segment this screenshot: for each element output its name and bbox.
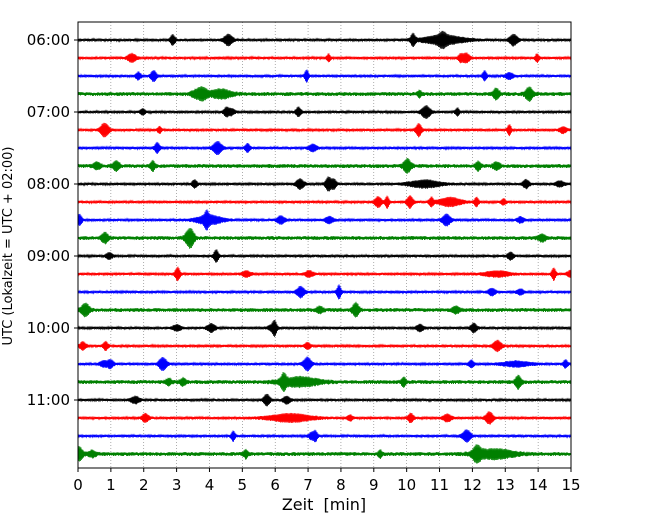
x-axis-title: Zeit [min]: [282, 495, 366, 514]
seismogram-trace: [77, 105, 572, 119]
y-axis: 06:00 07:00 08:00 09:00 10:00 11:00: [27, 31, 78, 409]
y-tick-label: 11:00: [27, 391, 70, 409]
seismogram-trace: [77, 429, 572, 443]
seismogram-trace: [77, 195, 572, 209]
x-tick-label: 0: [73, 476, 83, 494]
y-tick-label: 08:00: [27, 175, 70, 193]
x-tick-label: 7: [303, 476, 313, 494]
seismogram-trace: [77, 411, 572, 425]
x-tick-label: 5: [238, 476, 248, 494]
seismogram-trace: [77, 30, 572, 50]
y-tick-label: 07:00: [27, 103, 70, 121]
plot-frame: [77, 21, 572, 469]
y-axis-title: UTC (Lokalzeit = UTC + 02:00): [1, 147, 16, 346]
seismogram-trace: [77, 86, 572, 102]
seismogram-trace: [77, 249, 572, 263]
x-grid: [110, 22, 539, 468]
seismogram-trace: [77, 122, 572, 138]
y-tick-label: 06:00: [27, 31, 70, 49]
y-tick-label: 10:00: [27, 319, 70, 337]
x-tick-label: 6: [270, 476, 280, 494]
x-tick-label: 4: [205, 476, 215, 494]
x-tick-label: 15: [561, 476, 580, 494]
x-tick-label: 12: [463, 476, 482, 494]
seismogram-trace: [77, 356, 572, 372]
seismogram-trace: [77, 284, 572, 300]
seismogram-trace: [77, 209, 572, 231]
seismogram-trace: [77, 157, 572, 174]
x-tick-label: 13: [496, 476, 515, 494]
seismogram-trace: [77, 393, 572, 407]
x-axis: 0 1 2 3 4 5 6 7 8 9 10 11 12 13 14 15: [73, 468, 581, 494]
seismogram-trace: [77, 52, 572, 64]
seismogram-traces: [77, 30, 572, 464]
seismogram-trace: [77, 301, 572, 318]
y-tick-label: 09:00: [27, 247, 70, 265]
seismogram-trace: [77, 141, 572, 155]
x-tick-label: 9: [369, 476, 379, 494]
x-tick-label: 14: [529, 476, 548, 494]
x-tick-label: 11: [430, 476, 449, 494]
x-tick-label: 1: [106, 476, 116, 494]
x-tick-label: 8: [336, 476, 346, 494]
seismogram-trace: [77, 320, 572, 337]
x-tick-label: 10: [397, 476, 416, 494]
x-tick-label: 2: [139, 476, 149, 494]
plot-background: [78, 22, 571, 468]
seismogram-trace: [77, 266, 572, 282]
seismogram-trace: [77, 339, 572, 353]
seismogram-trace: [77, 372, 572, 392]
x-tick-label: 3: [172, 476, 182, 494]
seismogram-trace: [77, 228, 572, 249]
seismogram-trace: [77, 444, 572, 464]
seismogram-trace: [77, 176, 572, 192]
seismogram-trace: [77, 69, 572, 83]
